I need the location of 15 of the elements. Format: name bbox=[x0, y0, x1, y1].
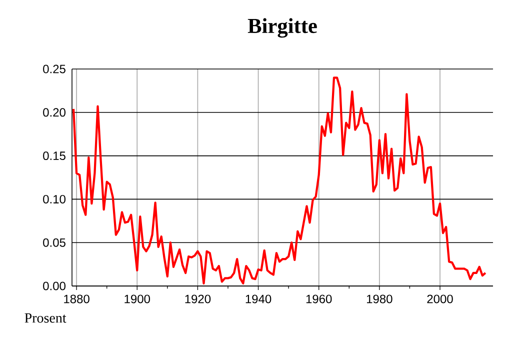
x-tick-label: 1880 bbox=[64, 294, 90, 304]
y-tick-label: 0.20 bbox=[43, 108, 66, 117]
chart-title: Birgitte bbox=[248, 18, 317, 38]
y-tick-label: 0.05 bbox=[43, 238, 66, 247]
x-tick-label: 1940 bbox=[246, 294, 272, 304]
y-axis-title: Prosent bbox=[24, 313, 66, 323]
x-tick-label: 2000 bbox=[427, 294, 453, 304]
y-tick-label: 0.10 bbox=[43, 194, 66, 204]
y-tick-label: 0.00 bbox=[43, 282, 66, 290]
y-tick-label: 0.15 bbox=[43, 152, 66, 160]
x-tick-label: 1920 bbox=[185, 294, 211, 304]
x-tick-label: 1980 bbox=[366, 294, 392, 304]
x-tick-label: 1960 bbox=[306, 294, 332, 304]
y-tick-label: 0.25 bbox=[43, 64, 66, 74]
x-tick-label: 1900 bbox=[124, 294, 150, 304]
